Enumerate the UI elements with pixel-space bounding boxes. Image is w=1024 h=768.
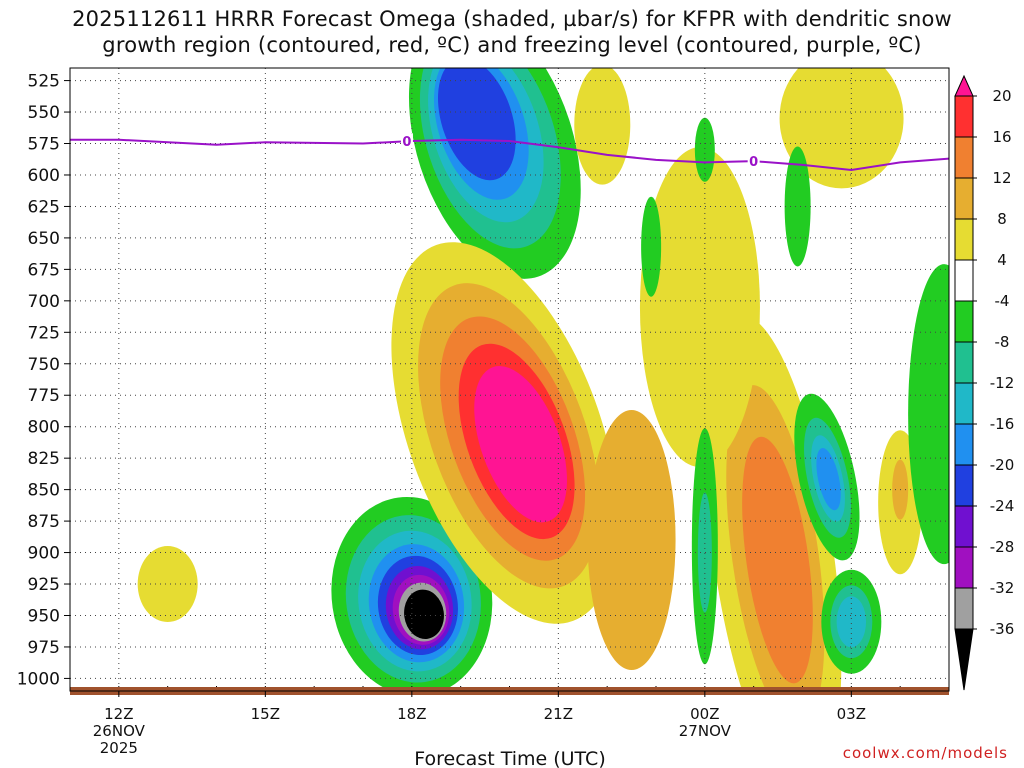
colorbar-label-10: -24 [990,497,1015,515]
colorbar-band-1 [954,95,974,138]
y-tick-label-8: 725 [28,323,60,343]
x-tick-label-5: 03Z [837,705,866,723]
omega-small-region-3 [641,196,662,297]
y-tick-label-4: 625 [28,197,60,217]
y-tick-label-11: 800 [28,418,60,438]
colorbar-label-2: 12 [992,169,1011,187]
colorbar-label-6: -8 [995,333,1010,351]
omega-contour-0-4 [437,68,516,181]
colorbar-band-11 [954,505,974,548]
x-tick-label-2: 18Z [397,705,426,723]
colorbar-label-0: 20 [992,87,1011,105]
omega-small-region-11 [587,409,676,670]
omega-feature-1 [331,496,493,691]
omega-small-region-1 [574,68,631,185]
freezing-level-line [70,138,949,171]
omega-contour-5-3 [816,448,841,511]
colorbar-label-12: -32 [990,579,1015,597]
colorbar-label-3: 8 [997,210,1007,228]
omega-feature-0 [408,68,581,279]
y-tick-label-2: 575 [28,135,60,155]
freezing-level-label-bg-1 [747,153,760,169]
colorbar-band-6 [954,300,974,343]
x-tick-label-3: 21Z [544,705,573,723]
omega-feature-3 [137,546,198,623]
colorbar-band-12 [954,546,974,589]
x-tick-label-1: 15Z [251,705,280,723]
x-tick-date-0: 26NOV [93,722,146,740]
y-tick-label-14: 875 [28,512,60,532]
colorbar-band-9 [954,423,974,466]
omega-feature-6 [821,569,882,674]
x-tick-label-0: 12Z [104,705,133,723]
omega-contour-2-4 [474,366,567,523]
y-tick-label-5: 650 [28,229,60,249]
y-tick-label-17: 950 [28,606,60,626]
y-tick-label-16: 925 [28,575,60,595]
colorbar-band-3 [954,177,974,220]
colorbar-label-5: -4 [995,292,1010,310]
omega-contour-4-2 [742,436,813,684]
colorbar-bottom-arrow [954,628,974,691]
x-tick-label-4: 00Z [690,705,719,723]
colorbar: 20 16 12 8 4 -4 -8 -12 -16 -20 -24 -28 -32 -36 [954,74,1015,691]
y-tick-label-19: 1000 [17,669,60,689]
contour-lines: 00 [70,133,949,171]
omega-contour-1-8 [404,589,444,639]
y-axis: 525 550 575 600 625 650 675 700 725 750 775 800 825 8… [17,72,70,689]
colorbar-band-10 [954,464,974,507]
y-tick-label-12: 825 [28,449,60,469]
colorbar-band-7 [954,341,974,384]
y-tick-label-3: 600 [28,166,60,186]
chart-title-line-2: growth region (contoured, red, ºC) and f… [102,33,922,57]
omega-contour-6-2 [836,596,867,648]
colorbar-band-5 [954,259,974,302]
colorbar-label-11: -28 [990,538,1015,556]
y-tick-label-6: 675 [28,260,60,280]
omega-small-region-0 [779,68,904,189]
y-tick-label-13: 850 [28,481,60,501]
freezing-level-label-1: 0 [749,155,758,170]
y-tick-label-18: 975 [28,638,60,658]
y-tick-label-1: 550 [28,103,60,123]
omega-small-region-10 [908,264,949,565]
omega-shading [137,68,949,691]
x-tick-date-4: 27NOV [679,722,732,740]
freezing-level-label-0: 0 [402,135,411,150]
colorbar-band-2 [954,136,974,179]
colorbar-label-9: -20 [990,456,1015,474]
x-tick-year-0: 2025 [100,739,138,757]
omega-small-region-2 [639,147,760,468]
colorbar-band-4 [954,218,974,261]
colorbar-label-4: 4 [997,251,1007,269]
colorbar-label-1: 16 [992,128,1011,146]
y-tick-label-15: 900 [28,544,60,564]
freezing-level-label-bg-0 [400,133,413,149]
plot-frame [69,67,950,692]
y-tick-label-0: 525 [28,72,60,92]
colorbar-band-13 [954,587,974,630]
y-tick-label-10: 775 [28,386,60,406]
y-tick-label-7: 700 [28,292,60,312]
y-tick-label-9: 750 [28,355,60,375]
omega-small-region-5 [784,146,811,267]
colorbar-label-7: -12 [990,374,1015,392]
credit-text: coolwx.com/models [842,744,1008,762]
omega-small-region-7 [697,492,712,613]
colorbar-label-8: -16 [990,415,1015,433]
chart-title: 2025112611 HRRR Forecast Omega (shaded, … [0,6,1024,58]
omega-small-region-4 [694,117,715,182]
chart-title-line-1: 2025112611 HRRR Forecast Omega (shaded, … [72,7,952,31]
colorbar-label-13: -36 [990,620,1015,638]
omega-feature-2 [391,242,618,624]
colorbar-top-arrow [954,74,974,97]
omega-contour-3-0 [137,546,198,623]
colorbar-band-8 [954,382,974,425]
x-axis-label: Forecast Time (UTC) [414,748,605,768]
omega-feature-5 [794,393,860,561]
